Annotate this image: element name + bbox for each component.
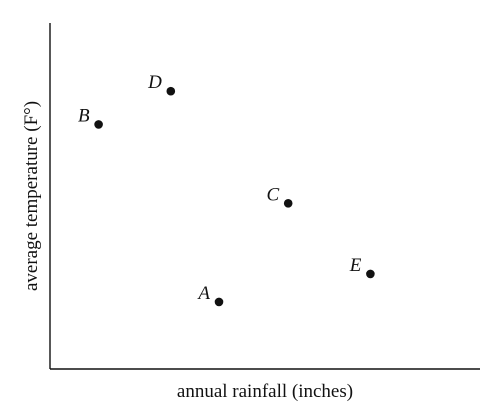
point-c xyxy=(283,199,293,208)
point-d xyxy=(166,86,176,96)
point-a xyxy=(214,297,224,307)
point-label-b: B xyxy=(78,105,90,126)
point-b xyxy=(94,120,103,129)
point-label-a: A xyxy=(196,283,210,304)
points-layer: A B C D E xyxy=(78,72,375,307)
point-e xyxy=(366,269,375,279)
point-label-d: D xyxy=(147,72,162,93)
y-axis-label: average temperature (F°) xyxy=(21,101,42,291)
point-label-e: E xyxy=(349,255,362,276)
point-label-c: C xyxy=(267,184,280,205)
x-axis-label: annual rainfall (inches) xyxy=(177,381,353,402)
